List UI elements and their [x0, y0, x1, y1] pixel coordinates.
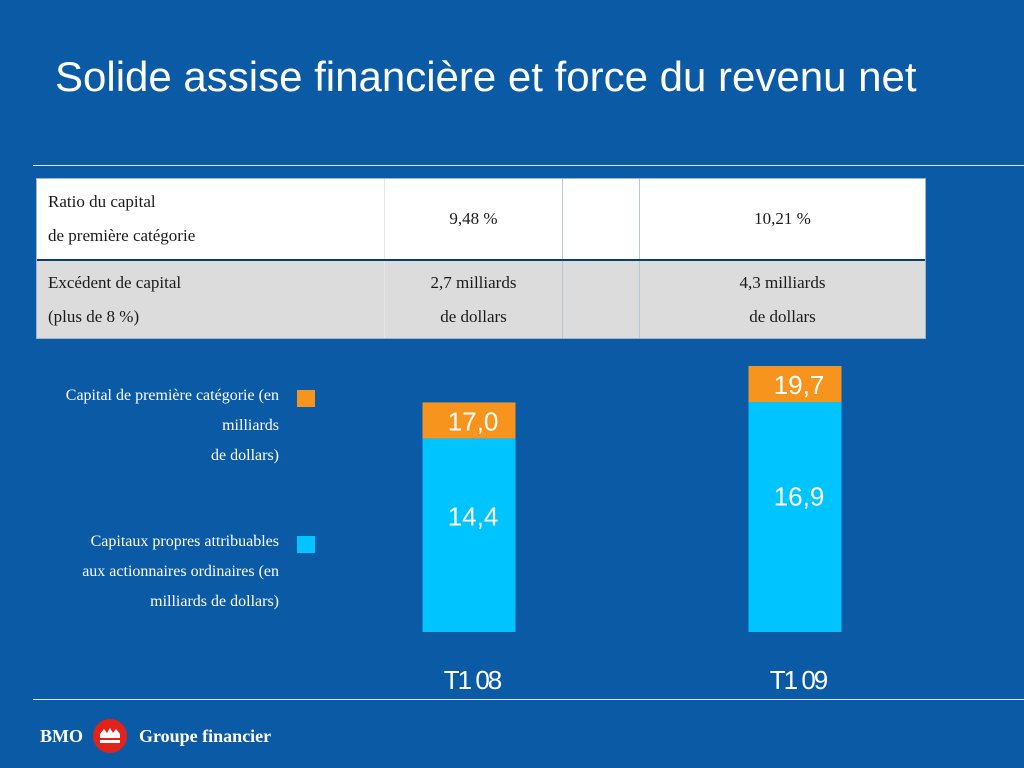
- data-label-equity: 14,4: [448, 502, 499, 532]
- spacer-cell: [562, 261, 639, 338]
- slide-title: Solide assise financière et force du rev…: [55, 53, 917, 100]
- legend-line: milliards: [222, 417, 279, 434]
- value-line: 9,48 %: [449, 209, 498, 228]
- legend-line: Capitaux propres attribuables: [90, 533, 279, 550]
- logo-group-name: Groupe financier: [139, 725, 272, 746]
- value-line: de dollars: [440, 306, 507, 326]
- table-row: Ratio du capital de première catégorie 9…: [37, 179, 925, 259]
- bottom-divider: [33, 699, 1024, 700]
- value-line: 10,21 %: [754, 209, 811, 228]
- t1-08-value: 2,7 milliards de dollars: [384, 261, 562, 338]
- legend-label-equity: Capitaux propres attribuables aux action…: [9, 527, 279, 617]
- bar-tier1: [422, 402, 516, 439]
- data-label-tier1: 19,7: [774, 370, 825, 400]
- bar-equity: [748, 402, 842, 632]
- value-line: 2,7 milliards: [430, 272, 517, 292]
- legend-line: milliards de dollars): [150, 593, 279, 610]
- top-divider: [33, 165, 1024, 166]
- bar-tier1: [748, 366, 842, 402]
- legend-line: Capital de première catégorie (en: [65, 387, 279, 404]
- t1-09-value: 10,21 %: [639, 179, 925, 259]
- data-label-tier1: 17,0: [448, 406, 499, 436]
- row-label-line: de première catégorie: [48, 226, 196, 245]
- category-label: T1 09: [770, 665, 828, 695]
- legend-swatch-tier1: [297, 390, 315, 407]
- legend-line: de dollars): [211, 447, 279, 464]
- legend-line: aux actionnaires ordinaires (en: [82, 563, 279, 580]
- row-label: Excédent de capital (plus de 8 %): [37, 261, 384, 338]
- capital-table: Ratio du capital de première catégorie 9…: [36, 178, 926, 339]
- value-line: de dollars: [749, 306, 816, 326]
- legend-swatch-equity: [297, 536, 315, 553]
- row-label-line: (plus de 8 %): [48, 306, 140, 326]
- t1-08-value: 9,48 %: [384, 179, 562, 259]
- row-label-line: Ratio du capital: [48, 192, 156, 211]
- bmo-logo: BMO Groupe financier: [40, 716, 271, 756]
- spacer-cell: [562, 179, 639, 259]
- row-label: Ratio du capital de première catégorie: [37, 179, 384, 259]
- legend-label-tier1: Capital de première catégorie (en millia…: [9, 381, 279, 471]
- t1-09-value: 4,3 milliards de dollars: [639, 261, 925, 338]
- row-label-line: Excédent de capital: [48, 272, 182, 292]
- bmo-roundel-icon: [93, 719, 127, 753]
- logo-brand: BMO: [40, 725, 83, 746]
- bar-equity: [422, 438, 516, 632]
- table-row: Excédent de capital (plus de 8 %) 2,7 mi…: [37, 259, 925, 338]
- value-line: 4,3 milliards: [739, 272, 826, 292]
- data-label-equity: 16,9: [774, 482, 825, 512]
- category-label: T1 08: [444, 665, 502, 695]
